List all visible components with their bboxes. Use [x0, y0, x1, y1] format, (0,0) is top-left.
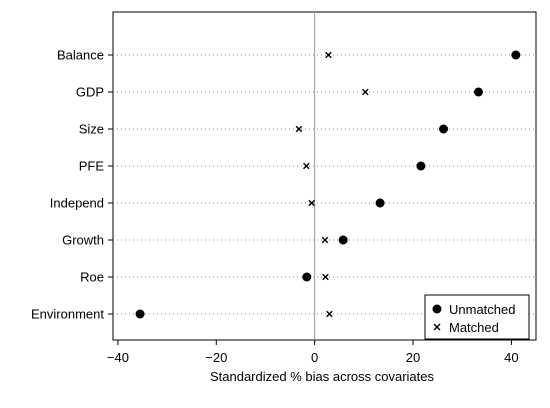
legend-unmatched-marker: [432, 304, 442, 314]
x-tick-label-4: 40: [504, 350, 518, 365]
matched-point-size: [295, 125, 303, 133]
unmatched-point-independ: [375, 198, 385, 208]
unmatched-point-balance: [511, 50, 521, 60]
legend-matched-marker: [433, 323, 441, 331]
x-tick-label-0: −40: [107, 350, 129, 365]
matched-point-independ: [308, 199, 316, 207]
y-tick-label-balance: Balance: [57, 48, 104, 63]
y-tick-label-size: Size: [79, 122, 104, 137]
unmatched-point-growth: [338, 235, 348, 245]
y-tick-label-pfe: PFE: [79, 159, 105, 174]
legend-box: [424, 294, 530, 340]
unmatched-point-pfe: [416, 161, 426, 171]
x-tick-label-1: −20: [205, 350, 227, 365]
y-tick-label-growth: Growth: [62, 233, 104, 248]
legend-matched-label: Matched: [449, 320, 499, 335]
legend: Unmatched Matched: [424, 294, 530, 340]
unmatched-point-size: [439, 124, 449, 134]
matched-point-balance: [325, 51, 332, 59]
x-axis-title: Standardized % bias across covariates: [210, 369, 435, 384]
unmatched-point-environment: [135, 309, 145, 319]
y-tick-label-gdp: GDP: [76, 85, 104, 100]
plot-frame: [112, 11, 537, 341]
matched-point-environment: [326, 310, 333, 318]
matched-point-gdp: [362, 88, 369, 96]
y-tick-label-independ: Independ: [50, 196, 104, 211]
y-tick-label-environment: Environment: [31, 307, 104, 322]
y-tick-label-roe: Roe: [80, 270, 104, 285]
x-tick-label-3: 20: [406, 350, 420, 365]
unmatched-point-roe: [302, 272, 312, 282]
matched-point-growth: [321, 236, 329, 244]
matched-point-pfe: [303, 162, 310, 170]
x-tick-label-2: 0: [311, 350, 318, 365]
unmatched-point-gdp: [473, 87, 483, 97]
matched-point-roe: [322, 273, 329, 281]
legend-unmatched-label: Unmatched: [449, 302, 515, 317]
